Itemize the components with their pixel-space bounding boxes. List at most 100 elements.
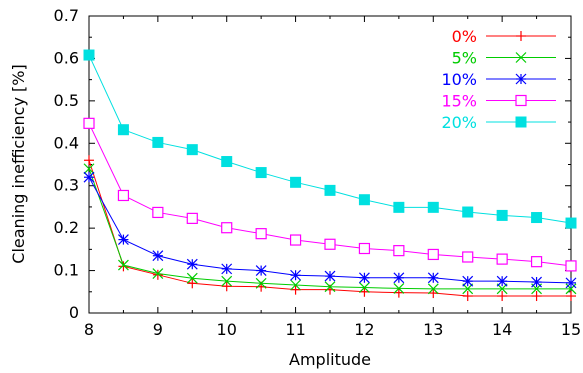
marker-stroke (427, 272, 439, 284)
data-point (324, 281, 336, 293)
data-point (118, 259, 129, 271)
marker-stroke (496, 283, 508, 295)
marker-stroke (565, 277, 577, 289)
data-point (496, 275, 508, 287)
data-point (531, 212, 543, 224)
marker-stroke (186, 258, 198, 270)
marker-shape (255, 167, 267, 179)
data-point (496, 283, 508, 295)
marker-stroke (221, 263, 233, 275)
marker-stroke (221, 275, 233, 287)
data-point (393, 245, 405, 257)
legend-item: 5% (452, 49, 556, 68)
data-point (462, 275, 474, 287)
data-point (221, 156, 233, 168)
marker-stroke (324, 281, 336, 293)
marker-shape (515, 116, 527, 128)
x-tick-label: 12 (354, 320, 374, 339)
legend-item: 15% (441, 92, 556, 111)
data-point (427, 248, 439, 261)
marker-stroke (359, 272, 370, 284)
y-tick-label: 0.4 (54, 133, 79, 152)
marker-shape (324, 184, 336, 196)
data-point (152, 269, 163, 280)
legend-item: 0% (452, 27, 556, 46)
data-point (255, 228, 267, 240)
marker-stroke (118, 259, 129, 271)
legend-item: 20% (441, 113, 556, 132)
x-tick-label: 8 (84, 320, 94, 339)
data-point (118, 234, 129, 246)
marker-shape (496, 209, 508, 221)
data-point (565, 277, 577, 289)
series-5-pct (83, 163, 577, 295)
marker-shape (358, 242, 371, 255)
marker-stroke (290, 279, 301, 291)
marker-stroke (393, 272, 405, 284)
marker-shape (117, 124, 129, 136)
marker-stroke (290, 269, 301, 281)
data-point (221, 263, 233, 275)
data-point (221, 222, 233, 234)
data-point (565, 217, 577, 229)
x-tick-label: 11 (285, 320, 305, 339)
data-point (117, 124, 129, 136)
data-point (84, 155, 94, 166)
data-point (427, 283, 439, 295)
data-point (462, 251, 474, 263)
marker-shape (152, 206, 164, 219)
data-point (427, 201, 439, 213)
data-point (496, 253, 508, 265)
data-point (359, 282, 370, 293)
data-point (255, 265, 267, 276)
x-tick-label: 13 (423, 320, 443, 339)
x-tick-label: 14 (492, 320, 512, 339)
marker-shape (393, 201, 405, 213)
data-point (358, 194, 370, 206)
marker-stroke (515, 52, 527, 63)
data-point (428, 288, 439, 299)
y-tick-label: 0.3 (54, 176, 79, 195)
data-point (393, 287, 404, 298)
data-point (393, 282, 405, 294)
marker-stroke (531, 276, 542, 288)
marker-stroke (186, 272, 198, 284)
y-tick-label: 0.7 (54, 6, 79, 25)
data-point (221, 275, 233, 287)
marker-stroke (462, 283, 474, 295)
data-point (152, 268, 164, 279)
data-point (117, 189, 130, 202)
data-point (290, 269, 301, 281)
y-tick-label: 0.1 (54, 261, 79, 280)
marker-stroke (152, 268, 164, 279)
series-20-pct (83, 49, 577, 229)
marker-shape (462, 251, 474, 263)
legend-label: 10% (441, 70, 477, 89)
data-point (530, 256, 543, 268)
marker-shape (427, 201, 439, 213)
series-0-pct (84, 155, 576, 302)
x-tick-label: 9 (153, 320, 163, 339)
data-point (255, 277, 267, 289)
marker-shape (565, 217, 577, 229)
data-point (324, 238, 336, 250)
marker-shape (515, 94, 527, 107)
data-point (290, 279, 301, 291)
marker-stroke (427, 283, 439, 295)
data-point (515, 94, 527, 107)
marker-shape (531, 212, 543, 224)
marker-shape (152, 136, 164, 148)
data-point (565, 260, 577, 272)
marker-shape (324, 238, 336, 250)
marker-stroke (152, 250, 164, 262)
marker-stroke (255, 265, 267, 276)
marker-shape (221, 156, 233, 168)
legend-item: 10% (441, 70, 556, 89)
marker-shape (289, 234, 302, 246)
data-point (516, 31, 526, 41)
data-point (462, 283, 474, 295)
data-point (566, 291, 576, 302)
marker-shape (358, 194, 370, 206)
marker-stroke (359, 282, 370, 293)
